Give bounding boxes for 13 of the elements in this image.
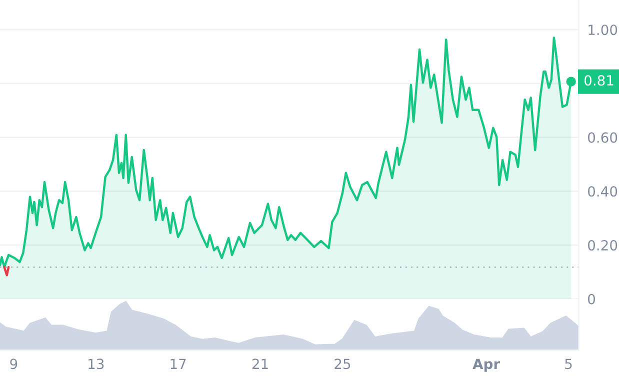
y-tick-label: 1.00 <box>588 24 618 36</box>
annotation: 0.81 <box>584 75 614 86</box>
x-tick-label: Apr <box>472 358 500 372</box>
y-tick-label: 0.20 <box>588 240 618 251</box>
y-tick-label: 0 <box>588 294 596 304</box>
x-tick-label: 17 <box>170 358 186 369</box>
x-tick-label: 5 <box>565 358 572 370</box>
x-tick-label: 13 <box>88 358 104 370</box>
x-tick-label: 21 <box>252 358 268 369</box>
y-tick-label: 0.40 <box>588 186 618 197</box>
x-tick-label: 9 <box>10 358 18 370</box>
y-tick-label: 0.60 <box>588 132 618 143</box>
x-tick-label: 25 <box>334 358 350 370</box>
